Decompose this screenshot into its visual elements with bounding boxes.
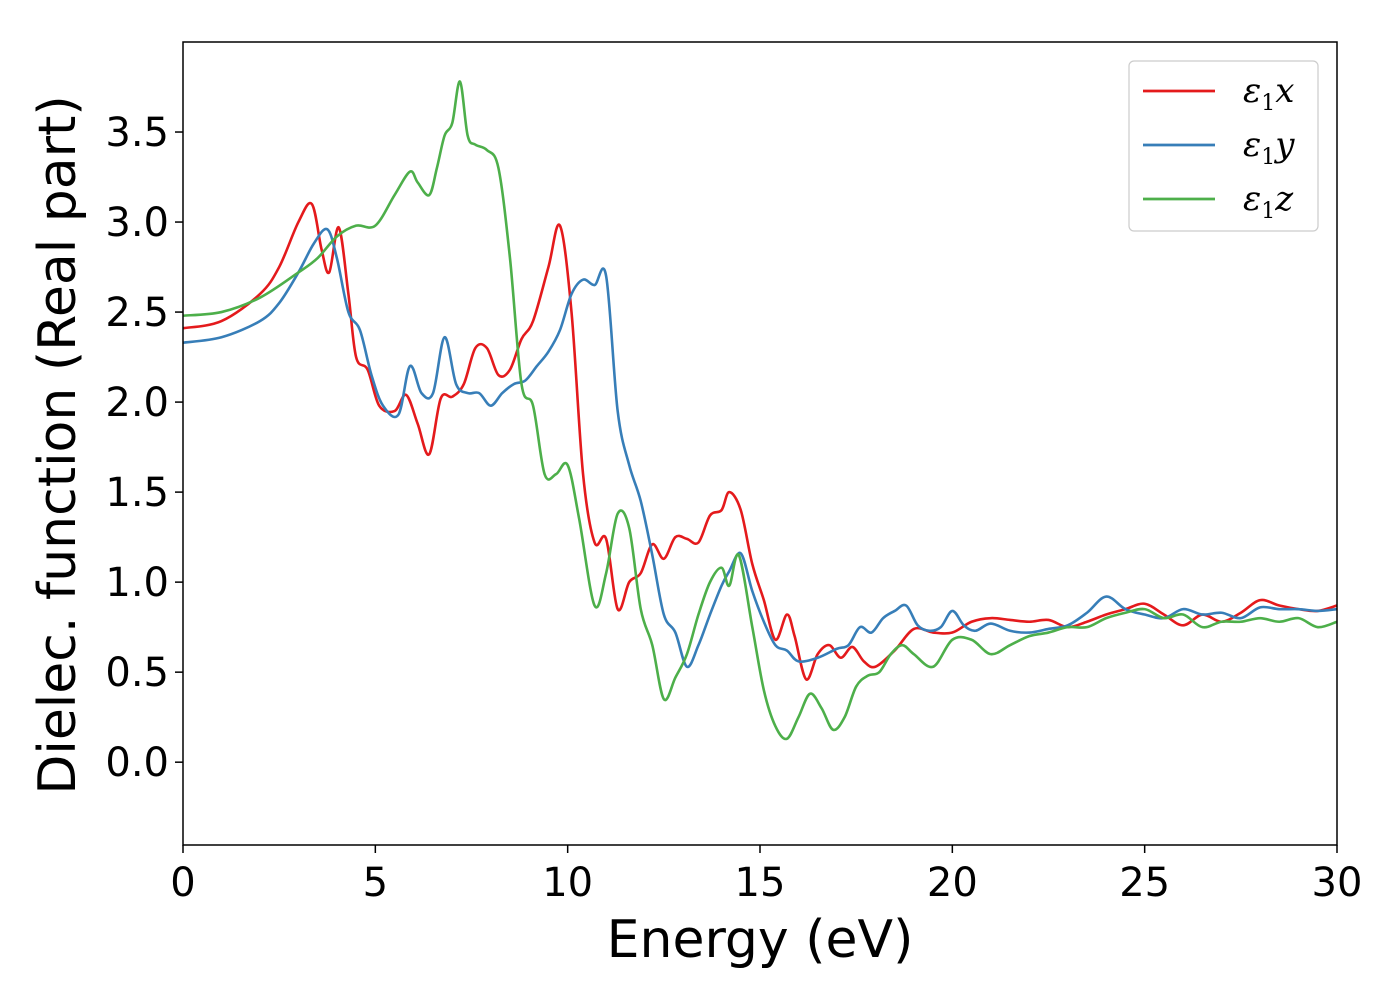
- y-tick-label: 1.5: [105, 470, 169, 516]
- x-tick-label: 0: [170, 860, 195, 906]
- y-tick-label: 2.5: [105, 290, 169, 336]
- series-line-z: [183, 80, 1337, 741]
- x-axis-label: Energy (eV): [607, 910, 914, 970]
- series-line-y: [183, 227, 1337, 669]
- series-layer: [183, 80, 1337, 741]
- y-tick-label: 0.0: [105, 740, 169, 786]
- x-tick-label: 5: [363, 860, 388, 906]
- y-tick-label: 2.0: [105, 380, 169, 426]
- legend-box: [1128, 60, 1319, 232]
- legend-label-y: ε1y: [1243, 125, 1295, 170]
- y-tick-label: 1.0: [105, 560, 169, 606]
- y-tick-label: 0.5: [105, 650, 169, 696]
- x-tick-label: 30: [1312, 860, 1363, 906]
- x-tick-label: 20: [927, 860, 978, 906]
- ticks-layer: 0 5 10 15 20 25 30 0.0 0.5 1.0 1.5 2.0 2.5 3.0 3.5: [105, 110, 1362, 906]
- x-tick-label: 10: [542, 860, 593, 906]
- legend: ε1x ε1y ε1z: [1128, 60, 1319, 232]
- y-tick-label: 3.5: [105, 110, 169, 156]
- legend-label-x: ε1x: [1243, 71, 1294, 116]
- y-axis-label: Dielec. function (Real part): [28, 95, 88, 794]
- x-tick-label: 15: [735, 860, 786, 906]
- y-tick-label: 3.0: [105, 200, 169, 246]
- series-line-x: [183, 201, 1337, 681]
- x-tick-label: 25: [1119, 860, 1170, 906]
- legend-label-z: ε1z: [1243, 179, 1294, 224]
- plot-frame: [182, 41, 1338, 846]
